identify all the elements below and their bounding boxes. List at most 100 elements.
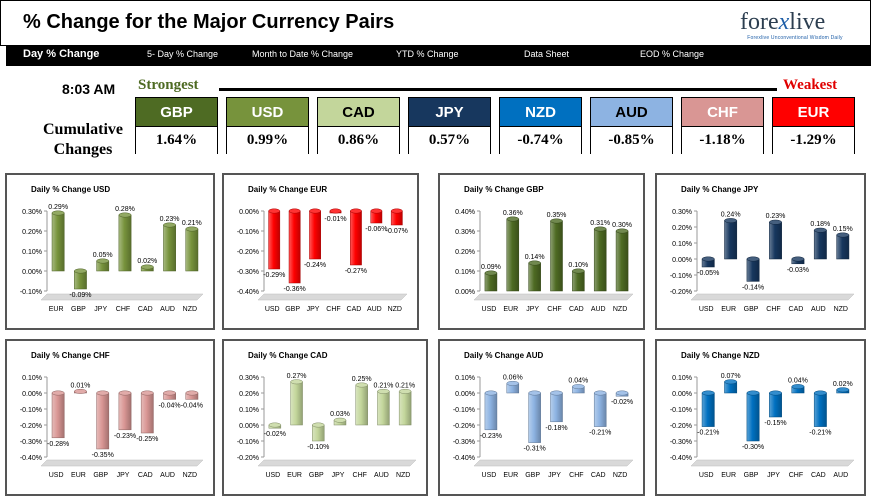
nav-day-change[interactable]: Day % Change [23,48,100,60]
chart-jpy: Daily % Change JPY 0.30% 0.20% 0.10% 0.00% -0… [670,185,855,313]
bar-cap [329,208,342,214]
data-label: 0.05% [93,252,113,259]
bar-cap [484,390,498,396]
bar [377,391,390,426]
category-label: AUD [160,306,175,313]
category-label: GBP [744,306,759,313]
nav-month-to-date-change[interactable]: Month to Date % Change [252,49,354,59]
bar-cap [350,208,362,214]
data-label: -0.04% [181,402,203,409]
currency-change: -0.85% [591,127,672,154]
y-tick-label: 0.10% [22,375,42,382]
data-label: 0.35% [547,212,567,219]
bar [51,212,65,272]
category-label: CAD [138,472,153,479]
bar-cap [572,384,585,390]
chart-title: Daily % Change CAD [248,351,328,360]
chart-title: Daily % Change GBP [464,185,544,194]
y-tick-label: -0.30% [453,439,475,446]
chart-floor [473,293,634,301]
category-label: USD [265,306,280,313]
data-label: 0.09% [481,264,501,271]
chart-gbp: Daily % Change GBP 0.40% 0.30% 0.20% 0.10% 0.… [455,185,634,313]
chart-floor [257,293,408,301]
bar-cap [506,380,520,386]
bar-cap [550,218,563,224]
data-label: 0.28% [115,206,135,213]
bar [355,384,368,426]
bar-cap [791,384,805,390]
y-tick-label: 0.30% [239,375,259,382]
bar-cap [118,390,132,396]
data-label: -0.06% [365,226,387,233]
y-tick-label: 0.10% [672,375,692,382]
y-tick-label: -0.40% [20,455,42,462]
category-label: JPY [117,472,130,479]
y-tick-label: 0.20% [672,225,692,232]
bar-cap [312,422,325,428]
data-label: 0.29% [48,204,68,211]
y-tick-label: -0.10% [670,407,692,414]
chart-floor [690,459,855,467]
bar-cap [528,260,541,266]
category-label: EUR [287,472,302,479]
bar-cap [593,226,607,232]
category-label: CAD [789,306,804,313]
bar [615,230,629,292]
chart-floor [40,293,204,301]
y-tick-label: -0.10% [237,229,259,236]
y-tick-label: -0.20% [453,423,475,430]
data-label: 0.30% [612,222,632,229]
nav-ytd-change[interactable]: YTD % Change [396,49,459,59]
data-label: -0.28% [47,441,69,448]
data-label: 0.04% [568,378,588,385]
bar-cap [74,268,87,274]
data-label: -0.23% [480,433,502,440]
category-label: CHF [766,306,780,313]
y-tick-label: 0.00% [239,423,259,430]
data-label: -0.24% [304,262,326,269]
category-label: USD [482,306,497,313]
chart-title: Daily % Change NZD [681,351,760,360]
bar-cap [140,264,154,270]
category-label: AUD [374,472,389,479]
bar-cap [724,379,738,385]
forexlive-logo[interactable]: forexlive Forexlive Unconventional Wisdo… [740,9,850,43]
data-label: -0.27% [345,268,367,275]
data-label: 0.04% [788,378,808,385]
currency-name: CHF [682,98,763,127]
category-label: CAD [591,472,606,479]
category-label: NZD [183,472,197,479]
data-label: -0.21% [589,430,611,437]
category-label: JPY [526,306,539,313]
bar-cap [163,222,176,228]
y-tick-label: 0.30% [672,209,692,216]
data-label: -0.09% [69,292,91,299]
chart-chf: Daily % Change CHF 0.10% 0.00% -0.10% -0.20%… [20,351,204,479]
page-title: % Change for the Major Currency Pairs [23,11,395,33]
data-label: -0.07% [386,228,408,235]
header-bar: % Change for the Major Currency Pairs fo… [0,0,871,46]
y-tick-label: -0.10% [20,407,42,414]
bar [593,228,607,292]
category-label: CAD [811,472,826,479]
chart-panel-aud: Daily % Change AUD 0.10% 0.00% -0.10% -0.20%… [438,339,645,496]
category-label: EUR [503,472,518,479]
chart-panel-cad: Daily % Change CAD 0.30% 0.20% 0.10% 0.00% -0… [222,339,428,496]
bar [484,272,498,292]
nav-data-sheet[interactable]: Data Sheet [524,49,570,59]
bar [572,270,585,292]
data-label: -0.03% [787,267,809,274]
nav-5day-change[interactable]: 5- Day % Change [147,49,219,59]
chart-nzd: Daily % Change NZD 0.10% 0.00% -0.10% -0.20%… [670,351,855,479]
currency-name: NZD [500,98,581,127]
nav-eod-change[interactable]: EOD % Change [640,49,705,59]
bar [813,229,827,260]
bar-cap [185,226,199,232]
chart-floor [473,459,634,467]
category-label: AUD [833,472,848,479]
bar-cap [615,390,629,396]
category-label: EUR [49,306,64,313]
bar [51,392,65,439]
category-label: EUR [503,306,518,313]
